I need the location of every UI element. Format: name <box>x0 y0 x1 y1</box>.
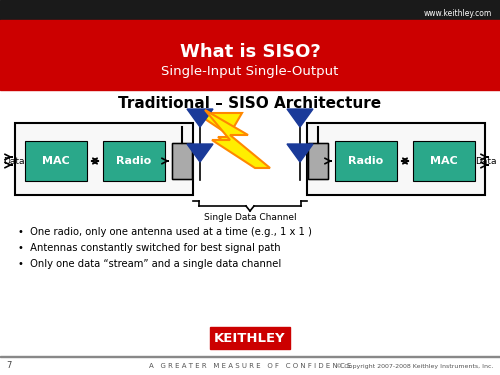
Polygon shape <box>205 110 270 168</box>
Text: Single Data Channel: Single Data Channel <box>204 213 296 222</box>
Bar <box>308 143 328 179</box>
Polygon shape <box>187 109 213 127</box>
Text: Radio: Radio <box>348 156 384 166</box>
Text: •  Antennas constantly switched for best signal path: • Antennas constantly switched for best … <box>18 243 280 253</box>
Bar <box>25 141 87 181</box>
Bar <box>413 141 475 181</box>
Text: 7: 7 <box>6 362 12 370</box>
Bar <box>308 143 328 179</box>
Bar <box>172 143 192 179</box>
Text: www.keithley.com: www.keithley.com <box>424 9 492 18</box>
Polygon shape <box>196 113 266 167</box>
Bar <box>335 141 397 181</box>
Text: MAC: MAC <box>42 156 70 166</box>
Text: Data: Data <box>476 156 497 165</box>
Text: Single-Input Single-Output: Single-Input Single-Output <box>162 64 338 78</box>
Text: Data: Data <box>3 156 24 165</box>
Bar <box>0 0 500 20</box>
Text: What is SISO?: What is SISO? <box>180 43 320 61</box>
Text: A   G R E A T E R   M E A S U R E   O F   C O N F I D E N C E: A G R E A T E R M E A S U R E O F C O N … <box>149 363 351 369</box>
Polygon shape <box>287 144 313 162</box>
Text: Traditional – SISO Architecture: Traditional – SISO Architecture <box>118 96 382 111</box>
Text: Radio: Radio <box>116 156 152 166</box>
Text: MAC: MAC <box>430 156 458 166</box>
Polygon shape <box>287 109 313 127</box>
Bar <box>0 20 500 90</box>
Bar <box>0 356 500 357</box>
Text: •  One radio, only one antenna used at a time (e.g., 1 x 1 ): • One radio, only one antenna used at a … <box>18 227 312 237</box>
Bar <box>172 143 192 179</box>
Text: •  Only one data “stream” and a single data channel: • Only one data “stream” and a single da… <box>18 259 281 269</box>
Bar <box>15 123 193 195</box>
Text: KEITHLEY: KEITHLEY <box>214 332 286 345</box>
Bar <box>103 141 165 181</box>
Polygon shape <box>187 144 213 162</box>
Text: © Copyright 2007-2008 Keithley Instruments, Inc.: © Copyright 2007-2008 Keithley Instrumen… <box>336 363 494 369</box>
Bar <box>307 123 485 195</box>
Bar <box>210 327 290 349</box>
